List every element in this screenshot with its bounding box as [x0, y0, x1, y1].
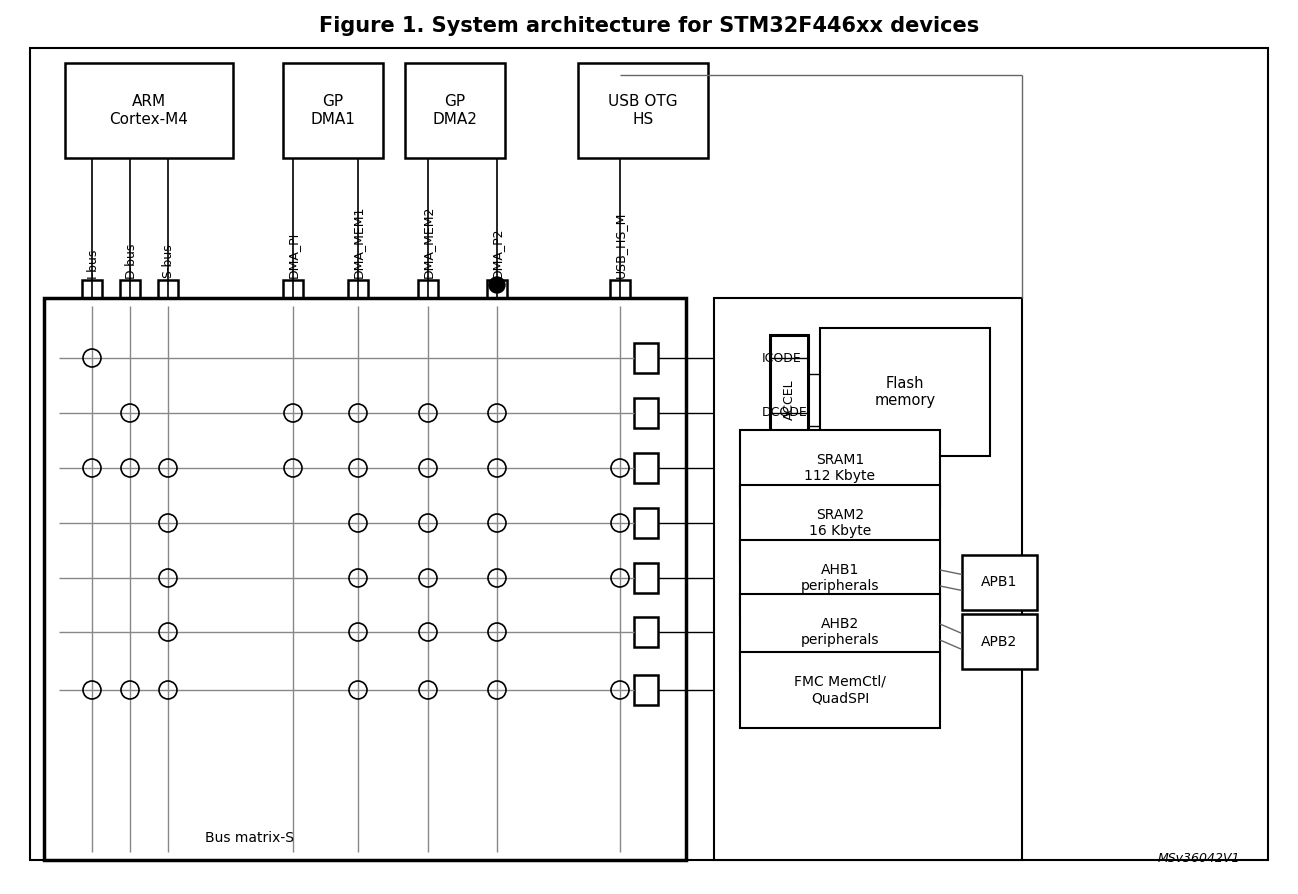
Text: ICODE: ICODE [762, 351, 802, 365]
Text: S-bus: S-bus [161, 243, 174, 278]
Bar [119, 280, 140, 298]
Text: Figure 1. System architecture for STM32F446xx devices: Figure 1. System architecture for STM32F… [319, 16, 979, 36]
Bar [44, 298, 687, 860]
Text: APB2: APB2 [981, 635, 1018, 648]
Bar [962, 614, 1037, 669]
Bar [348, 280, 369, 298]
Text: GP
DMA1: GP DMA1 [310, 94, 356, 127]
Text: AHB2
peripherals: AHB2 peripherals [801, 617, 879, 647]
Bar [405, 63, 505, 158]
Text: I-bus: I-bus [86, 248, 99, 278]
Bar [740, 430, 940, 506]
Bar [633, 675, 658, 705]
Text: DMA_MEM1: DMA_MEM1 [352, 206, 365, 278]
Bar [740, 540, 940, 616]
Bar [633, 453, 658, 483]
Text: SRAM1
112 Kbyte: SRAM1 112 Kbyte [805, 453, 875, 483]
Bar [633, 563, 658, 593]
Text: MSv36042V1: MSv36042V1 [1158, 851, 1240, 864]
Bar [740, 652, 940, 728]
Text: USB_HS_M: USB_HS_M [614, 212, 627, 278]
Text: DCODE: DCODE [762, 407, 807, 419]
Bar [770, 335, 807, 465]
Text: GP
DMA2: GP DMA2 [432, 94, 478, 127]
Bar [610, 280, 630, 298]
Bar [283, 280, 302, 298]
Bar [633, 343, 658, 373]
Text: AHB1
peripherals: AHB1 peripherals [801, 563, 879, 593]
Text: DMA_MEM2: DMA_MEM2 [422, 206, 435, 278]
Bar [740, 485, 940, 561]
Bar [633, 508, 658, 538]
Text: DMA_PI: DMA_PI [287, 232, 300, 278]
Text: Flash
memory: Flash memory [875, 375, 936, 409]
Bar [962, 555, 1037, 610]
Bar [633, 398, 658, 428]
Bar [714, 298, 1022, 860]
Bar [82, 280, 103, 298]
Circle shape [489, 277, 505, 293]
Bar [283, 63, 383, 158]
Text: D-bus: D-bus [123, 241, 136, 278]
Text: SRAM2
16 Kbyte: SRAM2 16 Kbyte [809, 508, 871, 538]
Text: APB1: APB1 [981, 576, 1018, 589]
Bar [740, 594, 940, 670]
Text: DMA_P2: DMA_P2 [491, 227, 504, 278]
Text: USB OTG
HS: USB OTG HS [609, 94, 678, 127]
Bar [578, 63, 707, 158]
Text: ACCEL: ACCEL [783, 380, 796, 420]
Bar [65, 63, 234, 158]
Bar [418, 280, 437, 298]
Bar [487, 280, 508, 298]
Bar [633, 617, 658, 647]
Text: ARM
Cortex-M4: ARM Cortex-M4 [109, 94, 188, 127]
Bar [158, 280, 178, 298]
Text: Bus matrix-S: Bus matrix-S [205, 831, 293, 845]
Text: FMC MemCtl/
QuadSPI: FMC MemCtl/ QuadSPI [794, 675, 887, 705]
Bar [820, 328, 990, 456]
